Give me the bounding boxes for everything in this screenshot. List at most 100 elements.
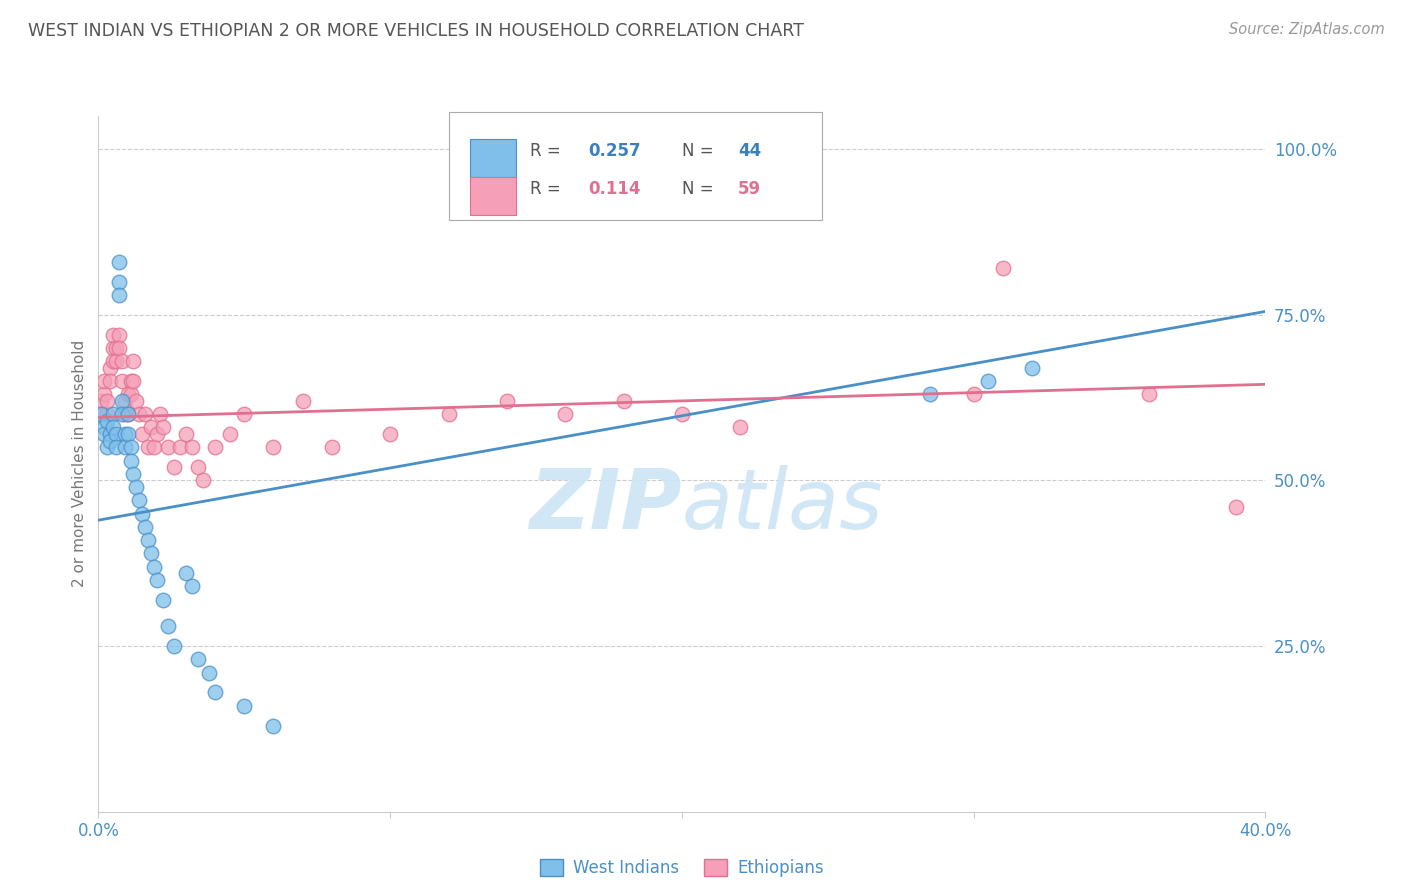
Point [233, 698, 256, 713]
Point [122, 354, 145, 368]
Point [204, 440, 226, 454]
Point [117, 407, 139, 421]
Point [114, 440, 136, 454]
Point [108, 275, 131, 289]
Point [104, 354, 127, 368]
Point [96, 440, 118, 454]
Point [114, 393, 136, 408]
Point [233, 407, 256, 421]
Point [134, 407, 156, 421]
Point [262, 718, 284, 732]
Point [554, 407, 576, 421]
Point [122, 467, 145, 481]
Text: R =: R = [530, 142, 567, 160]
Point [90, 407, 112, 421]
FancyBboxPatch shape [449, 112, 823, 220]
Point [218, 427, 240, 442]
Point [152, 420, 174, 434]
Point [93, 427, 115, 442]
Point [131, 507, 153, 521]
Point [977, 374, 1000, 388]
Point [262, 440, 284, 454]
Point [101, 341, 124, 355]
Point [495, 393, 517, 408]
Point [93, 420, 115, 434]
Point [728, 420, 751, 434]
Point [101, 354, 124, 368]
Point [111, 407, 134, 421]
Point [134, 520, 156, 534]
Point [157, 440, 180, 454]
Point [111, 374, 134, 388]
Text: 0.114: 0.114 [589, 180, 641, 198]
Point [122, 374, 145, 388]
Point [93, 374, 115, 388]
Point [152, 592, 174, 607]
Point [111, 393, 134, 408]
Point [142, 559, 165, 574]
Point [131, 427, 153, 442]
Point [120, 374, 142, 388]
Point [612, 393, 634, 408]
Point [187, 652, 209, 666]
Point [96, 393, 118, 408]
Text: 0.257: 0.257 [589, 142, 641, 160]
Point [187, 460, 209, 475]
Point [378, 427, 402, 442]
Point [204, 685, 226, 699]
Point [1225, 500, 1247, 514]
Point [142, 440, 165, 454]
Point [101, 327, 124, 342]
Point [1021, 360, 1043, 375]
Point [180, 440, 202, 454]
Point [198, 665, 221, 680]
FancyBboxPatch shape [470, 177, 516, 215]
Point [104, 427, 127, 442]
Point [125, 480, 148, 494]
Point [174, 427, 197, 442]
Point [1137, 387, 1160, 401]
Point [146, 573, 169, 587]
Legend: West Indians, Ethiopians: West Indians, Ethiopians [533, 852, 831, 883]
Text: 59: 59 [738, 180, 761, 198]
Point [671, 407, 693, 421]
Point [163, 460, 186, 475]
Point [96, 414, 118, 428]
Text: N =: N = [682, 180, 718, 198]
Point [114, 427, 136, 442]
Point [139, 420, 162, 434]
Point [174, 566, 197, 581]
Point [108, 254, 131, 268]
Point [120, 440, 142, 454]
Point [139, 546, 162, 560]
Point [128, 407, 150, 421]
FancyBboxPatch shape [470, 138, 516, 177]
Point [108, 327, 131, 342]
Point [193, 474, 215, 488]
Point [180, 579, 202, 593]
Point [136, 440, 159, 454]
Point [104, 341, 127, 355]
Y-axis label: 2 or more Vehicles in Household: 2 or more Vehicles in Household [72, 340, 87, 588]
Point [437, 407, 460, 421]
Text: WEST INDIAN VS ETHIOPIAN 2 OR MORE VEHICLES IN HOUSEHOLD CORRELATION CHART: WEST INDIAN VS ETHIOPIAN 2 OR MORE VEHIC… [28, 22, 804, 40]
Point [117, 387, 139, 401]
Point [117, 427, 139, 442]
Point [90, 407, 112, 421]
Point [98, 374, 121, 388]
Point [136, 533, 159, 547]
Point [991, 261, 1014, 276]
Text: Source: ZipAtlas.com: Source: ZipAtlas.com [1229, 22, 1385, 37]
Text: 44: 44 [738, 142, 761, 160]
Point [120, 387, 142, 401]
Point [146, 427, 169, 442]
Text: ZIP: ZIP [529, 465, 682, 546]
Point [108, 288, 131, 302]
Point [114, 407, 136, 421]
Point [291, 393, 314, 408]
Point [98, 427, 121, 442]
Point [90, 393, 112, 408]
Point [157, 619, 180, 633]
Point [96, 407, 118, 421]
Point [98, 434, 121, 448]
